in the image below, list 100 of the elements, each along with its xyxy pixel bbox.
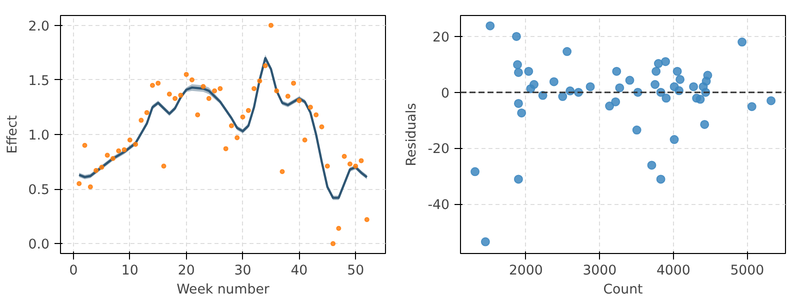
y-tick-label: -40 — [428, 198, 450, 214]
point — [632, 126, 642, 135]
point — [517, 108, 526, 118]
y-tick-label: 0.5 — [28, 183, 50, 198]
point — [647, 160, 656, 170]
point — [88, 184, 93, 190]
point — [670, 135, 679, 144]
point — [212, 88, 218, 94]
point — [268, 22, 274, 28]
x-tick-label: 50 — [347, 264, 364, 278]
point — [195, 112, 200, 118]
point — [524, 66, 534, 76]
point — [513, 60, 522, 70]
point — [200, 84, 206, 89]
point — [549, 77, 558, 86]
point — [166, 92, 172, 97]
point — [110, 156, 116, 162]
point — [342, 154, 347, 159]
point — [586, 82, 595, 92]
point — [262, 63, 268, 68]
point — [330, 241, 336, 246]
point — [206, 96, 212, 101]
point — [364, 217, 370, 222]
point — [676, 74, 685, 84]
point — [615, 83, 624, 92]
point — [104, 152, 110, 158]
point — [514, 174, 523, 184]
x-tick-label: 2000 — [508, 264, 543, 278]
x-tick-label: 30 — [234, 264, 252, 278]
point — [274, 88, 280, 94]
point — [703, 70, 712, 80]
y-axis-title: Effect — [5, 115, 20, 154]
point — [308, 104, 313, 110]
point — [319, 124, 324, 130]
point — [296, 98, 302, 104]
point — [99, 164, 104, 170]
x-tick-label: 0 — [69, 264, 78, 278]
y-tick-label: 1.0 — [28, 128, 50, 144]
point — [766, 96, 776, 106]
point — [228, 123, 234, 128]
y-tick-label: 20 — [432, 30, 450, 46]
point — [189, 77, 194, 82]
point — [689, 82, 698, 92]
point — [116, 148, 122, 154]
point — [234, 135, 240, 140]
y-tick-label: 2.0 — [28, 19, 50, 34]
point — [314, 112, 319, 118]
y-tick-label: 1.5 — [28, 74, 50, 89]
point — [512, 32, 521, 41]
point — [358, 158, 364, 164]
point — [218, 86, 223, 92]
point — [172, 96, 178, 101]
point — [562, 47, 572, 56]
point — [625, 76, 634, 85]
x-tick-label: 3000 — [582, 264, 617, 278]
point — [178, 92, 184, 98]
point — [156, 80, 161, 86]
point — [514, 99, 523, 108]
point — [252, 86, 257, 92]
y-tick-label: -20 — [428, 142, 450, 158]
x-axis-title: Count — [603, 282, 643, 298]
x-tick-label: 4000 — [656, 264, 690, 278]
y-tick-label: 0 — [441, 86, 450, 102]
point — [661, 57, 670, 66]
point — [82, 142, 88, 148]
point — [144, 110, 150, 116]
point — [530, 80, 539, 89]
point — [291, 80, 296, 86]
point — [280, 169, 285, 174]
point — [611, 97, 620, 106]
y-axis-title: Residuals — [404, 102, 420, 166]
point — [696, 94, 705, 104]
point — [240, 114, 246, 120]
point — [470, 167, 480, 176]
point — [353, 164, 358, 169]
point — [324, 164, 330, 169]
x-tick-label: 10 — [121, 264, 138, 278]
point — [246, 108, 251, 113]
point — [76, 181, 82, 186]
point — [662, 94, 671, 103]
x-tick-label: 5000 — [730, 264, 764, 278]
point — [650, 80, 660, 89]
point — [672, 66, 682, 76]
point — [285, 94, 290, 99]
point — [747, 102, 756, 112]
point — [336, 226, 342, 231]
point — [486, 21, 495, 30]
y-tick-label: 0.0 — [28, 238, 50, 253]
point — [122, 147, 127, 152]
point — [127, 137, 132, 142]
point — [654, 59, 663, 68]
point — [184, 72, 189, 77]
point — [257, 78, 262, 84]
point — [652, 66, 661, 76]
point — [656, 174, 666, 184]
x-axis-title: Week number — [176, 282, 270, 298]
point — [161, 164, 166, 169]
point — [514, 68, 523, 77]
x-tick-label: 40 — [290, 264, 308, 278]
point — [94, 168, 99, 174]
